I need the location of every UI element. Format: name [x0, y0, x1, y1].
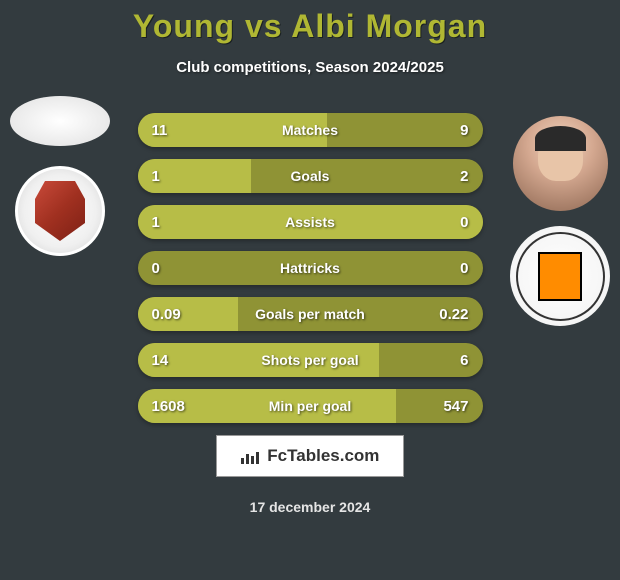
stat-row: 1608 Min per goal 547	[138, 389, 483, 423]
stat-label: Assists	[285, 214, 335, 230]
stat-value-left: 14	[152, 352, 169, 369]
stat-value-left: 0	[152, 260, 160, 277]
stat-value-right: 0	[460, 214, 468, 231]
stat-value-left: 0.09	[152, 306, 181, 323]
stat-row: 14 Shots per goal 6	[138, 343, 483, 377]
stat-row: 1 Goals 2	[138, 159, 483, 193]
stats-container: 11 Matches 9 1 Goals 2 1 Assists 0 0 Hattricks 0 0.0…	[138, 111, 483, 423]
stat-value-left: 1	[152, 168, 160, 185]
player-photo-left	[10, 96, 110, 146]
stat-label: Hattricks	[280, 260, 340, 276]
stat-row: 0 Hattricks 0	[138, 251, 483, 285]
club-badge-right	[510, 226, 610, 326]
header: Young vs Albi Morgan Club competitions, …	[0, 0, 620, 76]
content-area: 11 Matches 9 1 Goals 2 1 Assists 0 0 Hattricks 0 0.0…	[0, 111, 620, 423]
chart-icon	[241, 446, 264, 465]
stat-value-left: 11	[152, 122, 168, 139]
stat-label: Goals	[291, 168, 330, 184]
stat-value-right: 2	[460, 168, 468, 185]
page-title: Young vs Albi Morgan	[0, 8, 620, 45]
stat-value-right: 6	[460, 352, 468, 369]
stat-label: Goals per match	[255, 306, 365, 322]
brand-text: FcTables.com	[267, 446, 379, 465]
date-text: 17 december 2024	[0, 499, 620, 515]
stat-row: 0.09 Goals per match 0.22	[138, 297, 483, 331]
stat-label: Min per goal	[269, 398, 351, 414]
player-photo-right	[513, 116, 608, 211]
stat-value-right: 9	[460, 122, 468, 139]
stat-value-left: 1	[152, 214, 160, 231]
brand-badge: FcTables.com	[216, 435, 405, 477]
stat-row: 11 Matches 9	[138, 113, 483, 147]
stat-value-right: 0	[460, 260, 468, 277]
stat-label: Shots per goal	[261, 352, 358, 368]
stat-label: Matches	[282, 122, 338, 138]
stat-value-right: 0.22	[439, 306, 468, 323]
stat-row: 1 Assists 0	[138, 205, 483, 239]
right-player-column	[510, 116, 610, 326]
stat-value-right: 547	[443, 398, 468, 415]
club-badge-left	[15, 166, 105, 256]
subtitle: Club competitions, Season 2024/2025	[0, 59, 620, 76]
stat-value-left: 1608	[152, 398, 185, 415]
footer: FcTables.com 17 december 2024	[0, 435, 620, 515]
left-player-column	[10, 96, 110, 256]
